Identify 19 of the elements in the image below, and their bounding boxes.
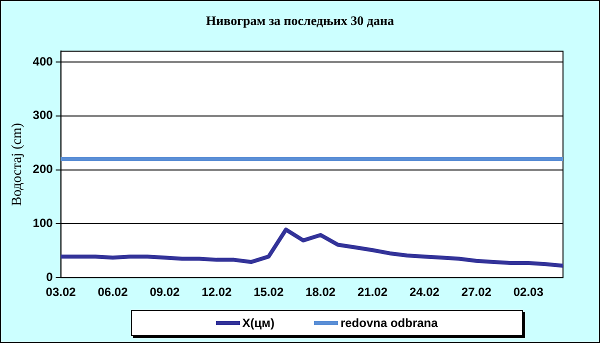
legend-label: X(цм) [242, 316, 274, 330]
x-tick-label: 24.02 [409, 285, 440, 300]
legend-label: redovna odbrana [340, 316, 438, 330]
chart-title: Нивограм за последњих 30 дана [205, 13, 395, 29]
y-tick-label: 100 [32, 216, 54, 230]
x-tick-label: 15.02 [254, 285, 284, 300]
x-tick-label: 27.02 [461, 285, 492, 300]
x-tick-label: 09.02 [150, 285, 180, 300]
x-tick-label: 03.02 [46, 285, 76, 300]
x-tick-label: 02.03 [513, 285, 544, 300]
y-tick-label: 200 [32, 162, 54, 176]
y-tick-label: 400 [32, 54, 54, 68]
y-tick-label: 0 [46, 270, 54, 284]
x-tick-label: 06.02 [98, 285, 128, 300]
y-axis-title: Водостај (cm) [10, 122, 26, 206]
y-tick-label: 300 [32, 108, 54, 122]
x-tick-label: 18.02 [306, 285, 336, 300]
x-tick-label: 21.02 [358, 285, 388, 300]
x-tick-label: 12.02 [202, 285, 232, 300]
